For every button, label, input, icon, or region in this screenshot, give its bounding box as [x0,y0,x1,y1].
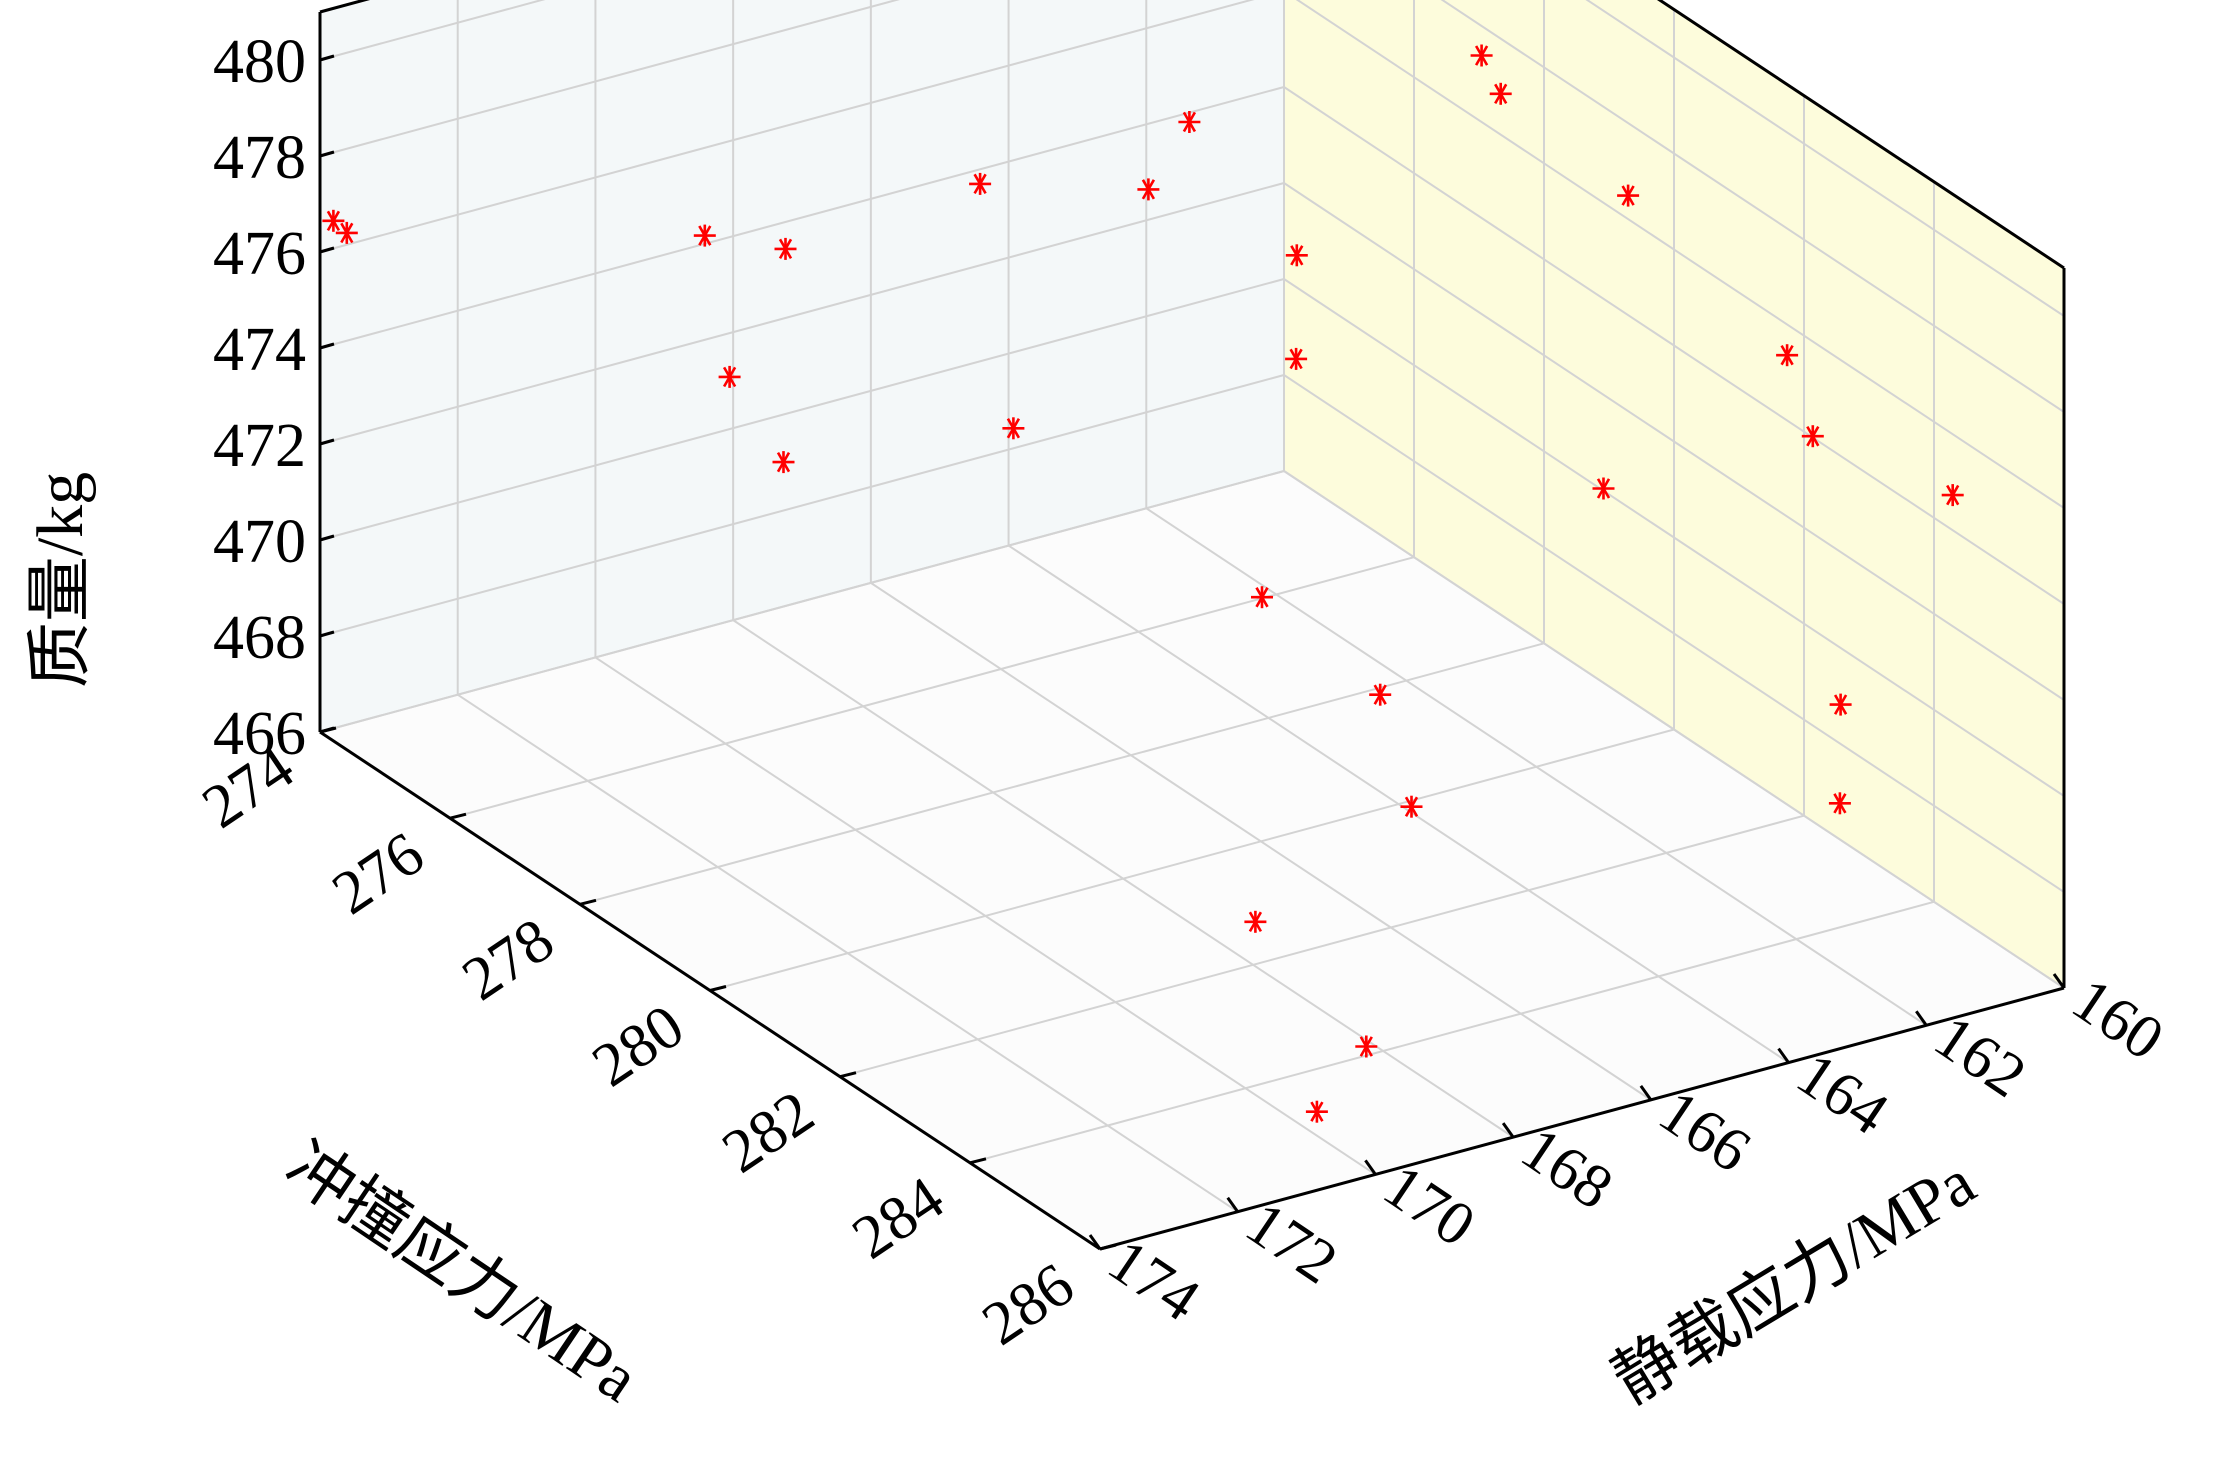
z-tick-mark [319,438,335,446]
x-tick-label: 286 [971,1250,1086,1358]
data-point [1285,347,1308,370]
x-axis-title: 冲撞应力/MPa [273,1128,651,1416]
data-point [969,172,992,195]
z-tick-label: 470 [213,508,306,576]
y-tick-mark [1088,1234,1102,1250]
x-tick-label: 284 [841,1164,956,1272]
z-tick-label: 472 [213,412,306,480]
data-point [772,451,795,474]
data-point [1941,484,1964,507]
x-tick-label: 282 [711,1078,826,1186]
data-point [1470,44,1493,67]
z-tick-mark [319,342,335,350]
gridline-back-z [319,0,1255,253]
data-point [1400,795,1423,818]
data-point [1801,425,1824,448]
x-tick-label: 278 [451,906,566,1014]
y-tick-mark [1501,1122,1515,1139]
data-point [1305,1100,1328,1123]
z-tick-mark [319,630,335,638]
data-point [1244,910,1267,933]
y-axis-title: 静载应力/MPa [1601,1145,1987,1417]
z-tick-label: 476 [213,220,306,288]
gridline-floor-x [709,728,1675,992]
axis-frame [318,0,2066,1251]
y-tick-mark [1777,1047,1790,1064]
x-tick-label: 280 [581,992,696,1100]
data-point [335,221,358,244]
y-tick-label: 160 [2060,965,2175,1073]
z-axis-title: 质量/kg [24,472,97,688]
data-point [1592,477,1615,500]
data-point [1285,244,1308,267]
back-wall [320,0,1284,732]
data-point [1002,417,1025,440]
data-point [1251,586,1273,609]
gridline-back-z [319,86,1285,349]
gridline-back-z [319,182,1285,445]
data-point [693,224,716,247]
data-point [322,209,345,232]
x-tick-mark [969,1157,987,1165]
back-wall-panel [320,0,1284,732]
z-tick-mark [319,534,335,542]
z-tick-mark [319,246,335,254]
y-tick-mark [1364,1159,1377,1176]
data-points [322,44,1964,1123]
data-point [1137,178,1160,201]
data-point [1369,683,1392,706]
data-point [718,365,741,388]
x-tick-mark [709,985,727,992]
y-tick-mark [2052,973,2066,989]
data-point [774,237,797,260]
z-tick-label: 466 [213,700,306,768]
gridline-floor-x [969,900,1935,1164]
z-tick-label: 478 [213,124,306,192]
gridline-floor-x [839,814,1805,1078]
y-tick-mark [1639,1084,1653,1101]
y-tick-mark [1226,1196,1239,1213]
x-tick-mark [319,726,337,734]
side-top-edge [1656,0,2065,270]
x-tick-label: 276 [321,819,436,927]
data-point [1617,184,1640,207]
z-tick-mark [319,150,335,158]
gridline-back-z [319,0,546,61]
z-tick-mark [319,54,335,62]
x-tick-mark [579,898,597,906]
x-tick-mark [1099,1243,1117,1251]
data-point [1355,1035,1378,1058]
gridline-back-z [319,374,1285,637]
z-tick-labels: 466 468 470 472 474 476 478 480 [213,28,306,768]
data-point [1776,344,1799,367]
x-tick-mark [449,812,467,820]
data-point [1828,792,1851,815]
data-point [1178,111,1201,133]
gridline-floor-x [319,470,1285,733]
x-tick-mark [839,1071,857,1079]
gridline-back-z [319,278,1285,541]
z-tick-label: 480 [213,28,306,96]
y-axis-line [1099,986,2065,1251]
y-tick-mark [1915,1010,1928,1027]
z-tick-label: 474 [213,316,306,384]
data-point [1829,693,1852,716]
gridline-floor-x [449,556,1415,820]
gridline-back-z [319,0,901,157]
z-tick-label: 468 [213,604,306,672]
data-point [1489,82,1512,105]
